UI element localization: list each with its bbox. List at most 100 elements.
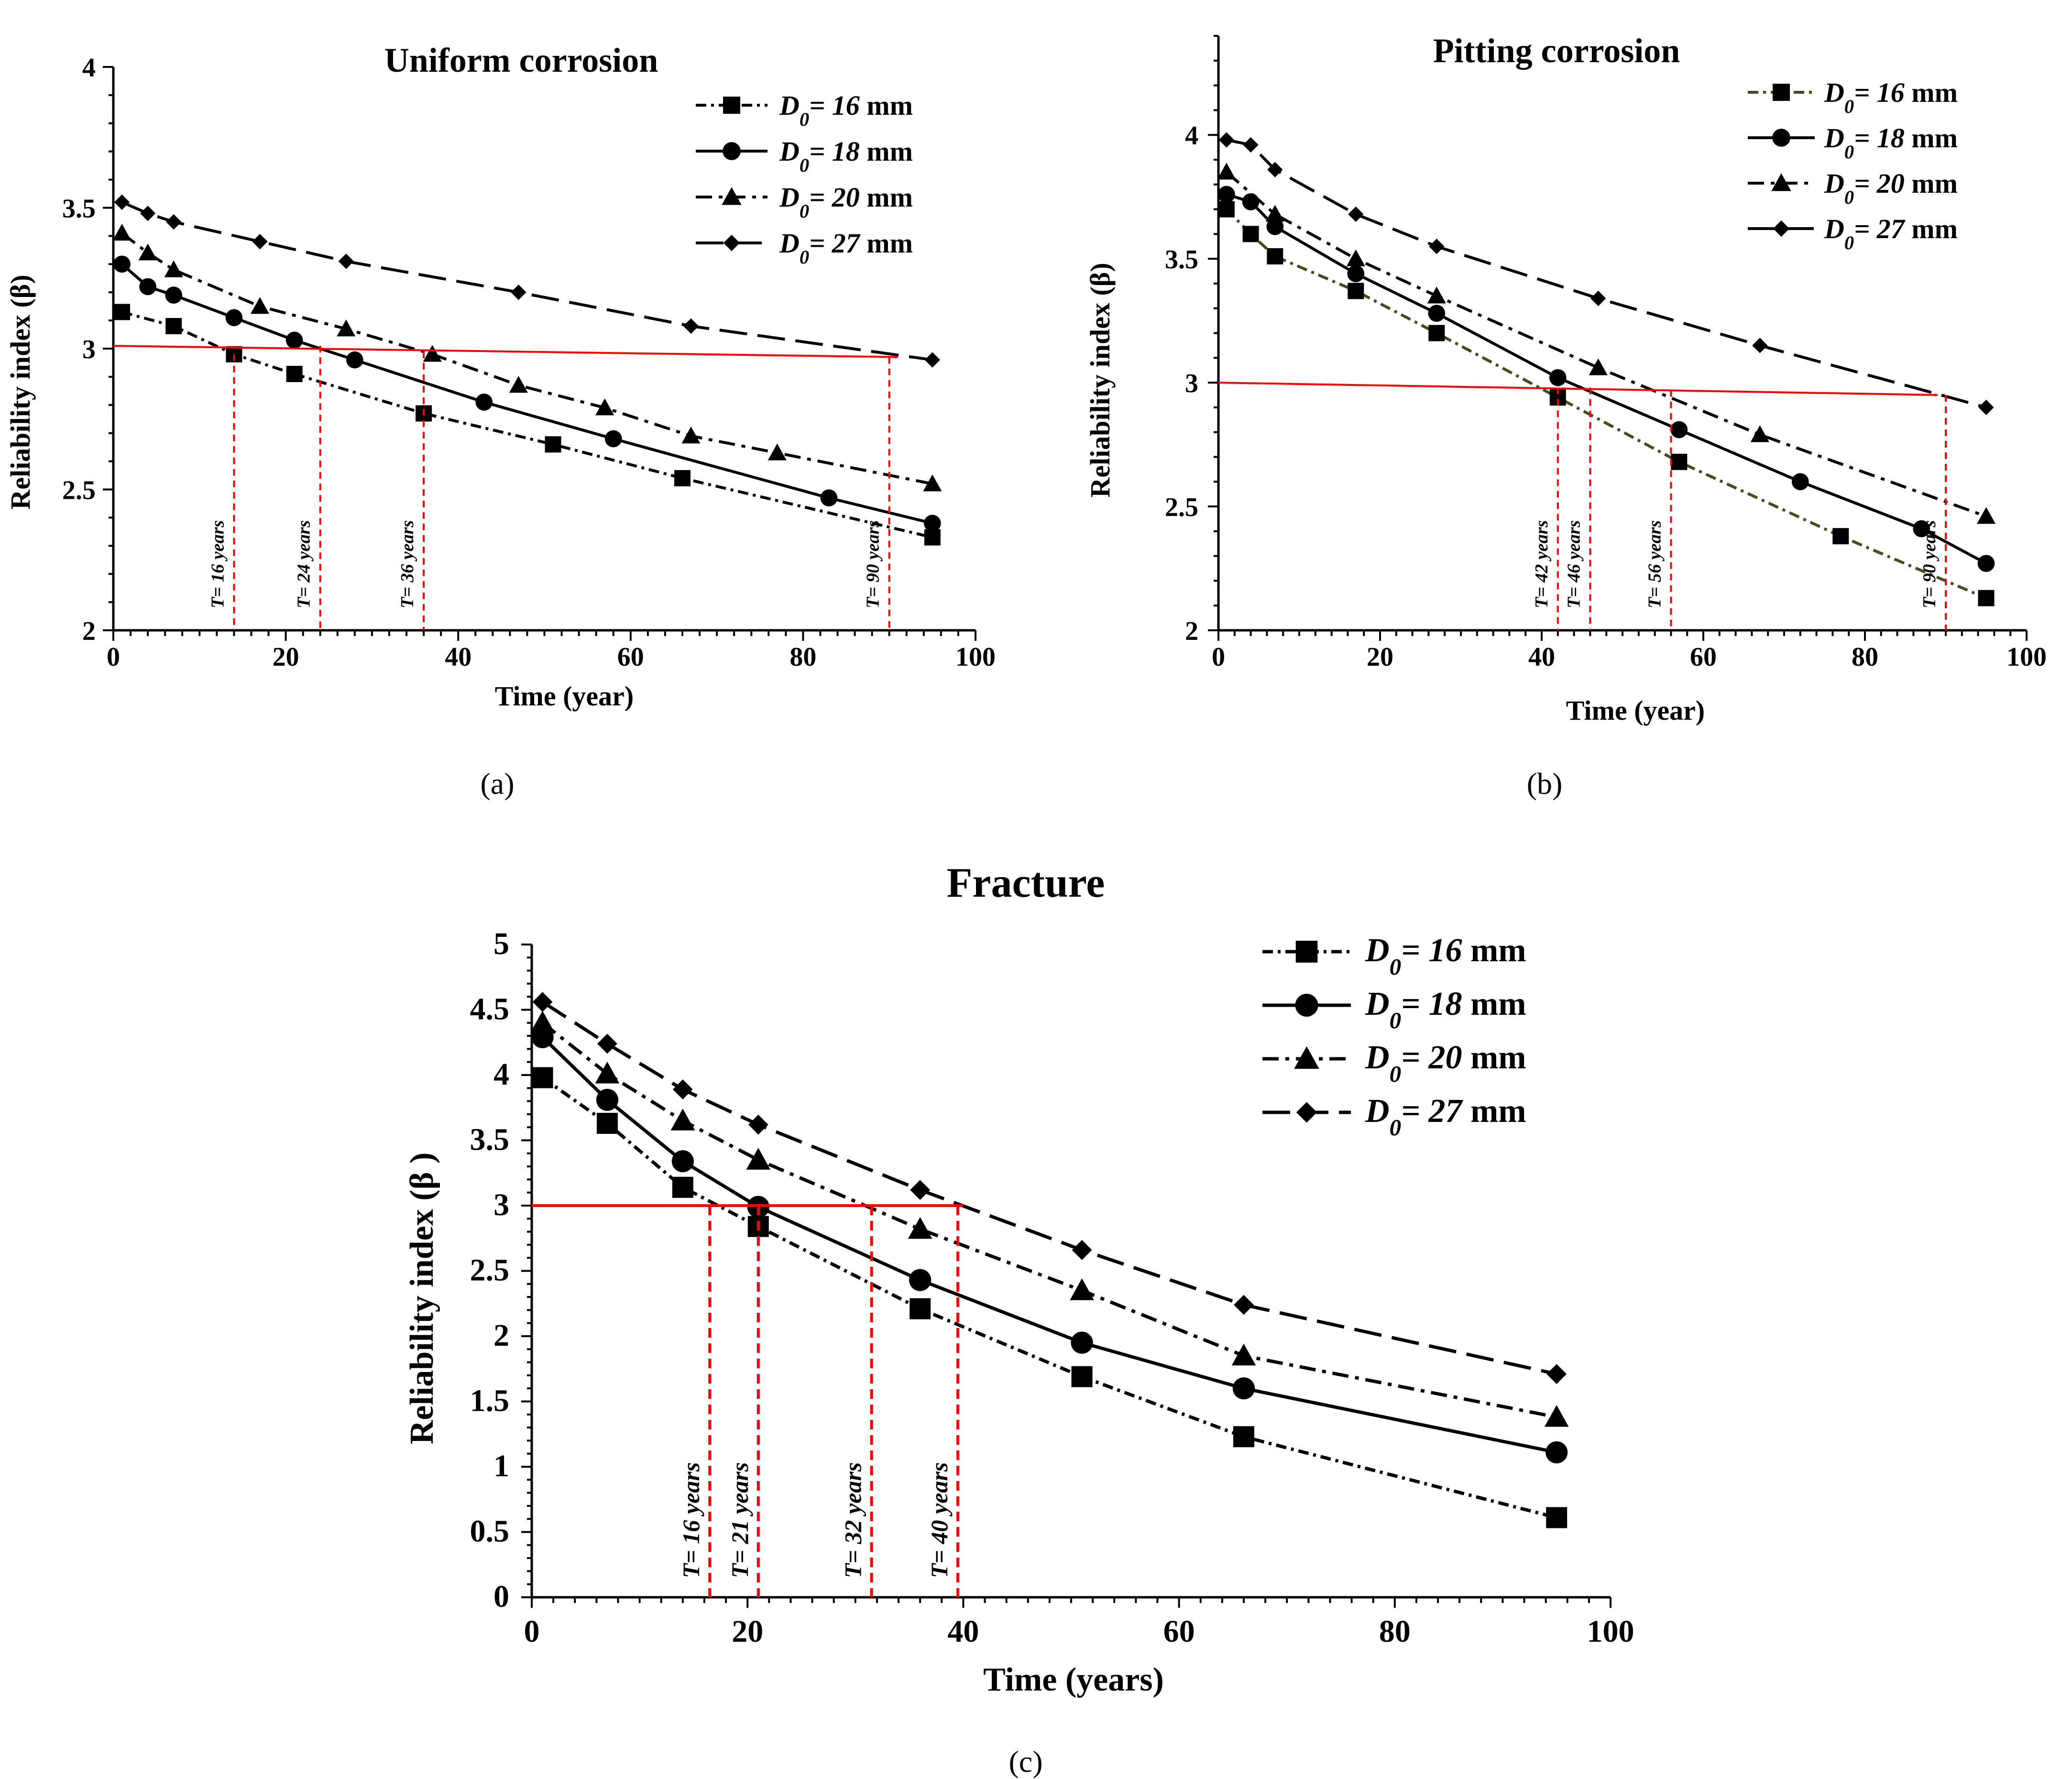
y-tick-label: 4 [1185,121,1198,151]
data-point-1 [225,309,243,327]
data-point-0 [114,304,131,320]
data-point-1 [1913,520,1930,538]
data-point-3 [1546,1364,1567,1384]
data-point-2 [337,319,356,337]
data-point-3 [114,194,130,210]
data-point-1 [139,278,156,296]
y-tick-label: 1 [493,1449,509,1483]
y-tick-label: 2.5 [1165,493,1198,522]
y-tick-label: 5 [493,926,509,961]
data-point-1 [1549,369,1567,386]
series-line-1 [541,1036,1557,1454]
data-point-2 [112,223,132,241]
data-point-3 [924,352,940,368]
y-tick-label: 3.5 [62,194,96,224]
data-point-3 [1429,239,1445,254]
series-line-3 [121,200,933,362]
time-annotation: T= 56 years [1644,520,1665,608]
legend-label: D0= 16 mm [1824,77,1958,117]
data-point-2 [1976,507,1996,524]
x-tick-label: 0 [1212,642,1225,672]
x-tick-label: 80 [1852,642,1878,672]
data-point-3 [1072,1240,1092,1260]
data-point-1 [596,1088,619,1111]
data-point-2 [509,376,528,393]
data-point-1 [285,331,303,349]
data-point-2 [595,1061,620,1084]
x-tick-label: 0 [524,1614,540,1649]
data-point-3 [672,1079,693,1099]
data-point-2 [1217,163,1236,180]
y-tick-label: 3.5 [1165,245,1198,275]
time-annotation: T= 36 years [397,520,417,608]
data-point-3 [140,206,156,221]
x-tick-label: 60 [1163,1614,1195,1649]
legend-label: D0= 16 mm [1365,932,1526,980]
data-point-2 [423,345,442,362]
data-point-0 [1242,226,1259,242]
threshold-arrow [1218,382,1938,397]
y-tick-label: 2 [493,1318,509,1353]
x-axis-label: Time (year) [1566,695,1705,726]
data-point-3 [683,318,699,334]
data-point-3 [1234,1295,1254,1315]
y-tick-label: 3 [1185,369,1198,398]
data-point-1 [165,286,183,304]
series-line-1 [1226,193,1987,565]
data-point-0 [910,1298,931,1319]
x-tick-label: 100 [2006,642,2047,672]
y-tick-label: 2 [1185,616,1198,646]
time-annotation: T= 24 years [294,520,314,608]
data-point-1 [346,351,363,369]
data-point-0 [1348,283,1364,299]
y-tick-label: 0.5 [470,1514,510,1549]
legend-marker [722,187,742,205]
data-point-0 [672,1176,693,1198]
data-point-3 [338,253,354,269]
chart-uniform-corrosion: Uniform corrosion Time (year) Reliabilit… [5,41,996,801]
data-point-2 [746,1148,771,1170]
data-point-3 [166,214,182,230]
y-tick-label: 4 [82,53,96,83]
legend-marker [1295,994,1318,1017]
legend-label: D0= 20 mm [1365,1039,1526,1087]
data-point-2 [670,1109,695,1131]
data-point-1 [1670,421,1688,439]
x-axis-label: Time (year) [495,681,634,712]
data-point-3 [1243,137,1259,153]
data-point-2 [1070,1278,1094,1300]
threshold-arrow [113,345,899,359]
data-point-3 [597,1033,617,1054]
time-annotation: T= 42 years [1532,520,1552,608]
data-point-1 [604,430,622,448]
x-tick-label: 20 [1367,642,1393,672]
legend-label: D0= 20 mm [1824,168,1958,208]
series-line-2 [541,1021,1557,1419]
data-point-0 [532,1067,553,1088]
data-point-0 [165,318,182,334]
chart-pitting-corrosion: Pitting corrosion Time (year) Reliabilit… [1085,32,2047,801]
y-tick-label: 0 [493,1579,509,1614]
series-line-1 [121,263,933,525]
data-point-2 [1544,1405,1569,1427]
time-annotation: T= 32 years [840,1462,866,1578]
data-point-0 [674,470,691,486]
data-point-3 [748,1114,768,1135]
data-point-0 [1671,453,1688,470]
chart-fracture: Fracture Time (years) Reliability index … [404,860,1634,1779]
data-point-2 [923,474,942,492]
y-tick-label: 3.5 [470,1122,510,1157]
time-annotation: T= 90 years [1919,520,1940,608]
data-point-0 [1267,248,1283,264]
data-point-0 [286,366,303,383]
data-point-1 [909,1269,932,1291]
series-line-3 [541,1000,1557,1376]
data-point-2 [908,1217,932,1239]
data-point-0 [1428,325,1445,341]
data-point-0 [1832,528,1849,545]
y-axis-label: Reliability index (β) [1085,263,1116,497]
legend-label: D0= 18 mm [1824,122,1958,163]
legend-label: D0= 18 mm [1365,986,1526,1033]
y-tick-label: 2.5 [470,1253,510,1288]
